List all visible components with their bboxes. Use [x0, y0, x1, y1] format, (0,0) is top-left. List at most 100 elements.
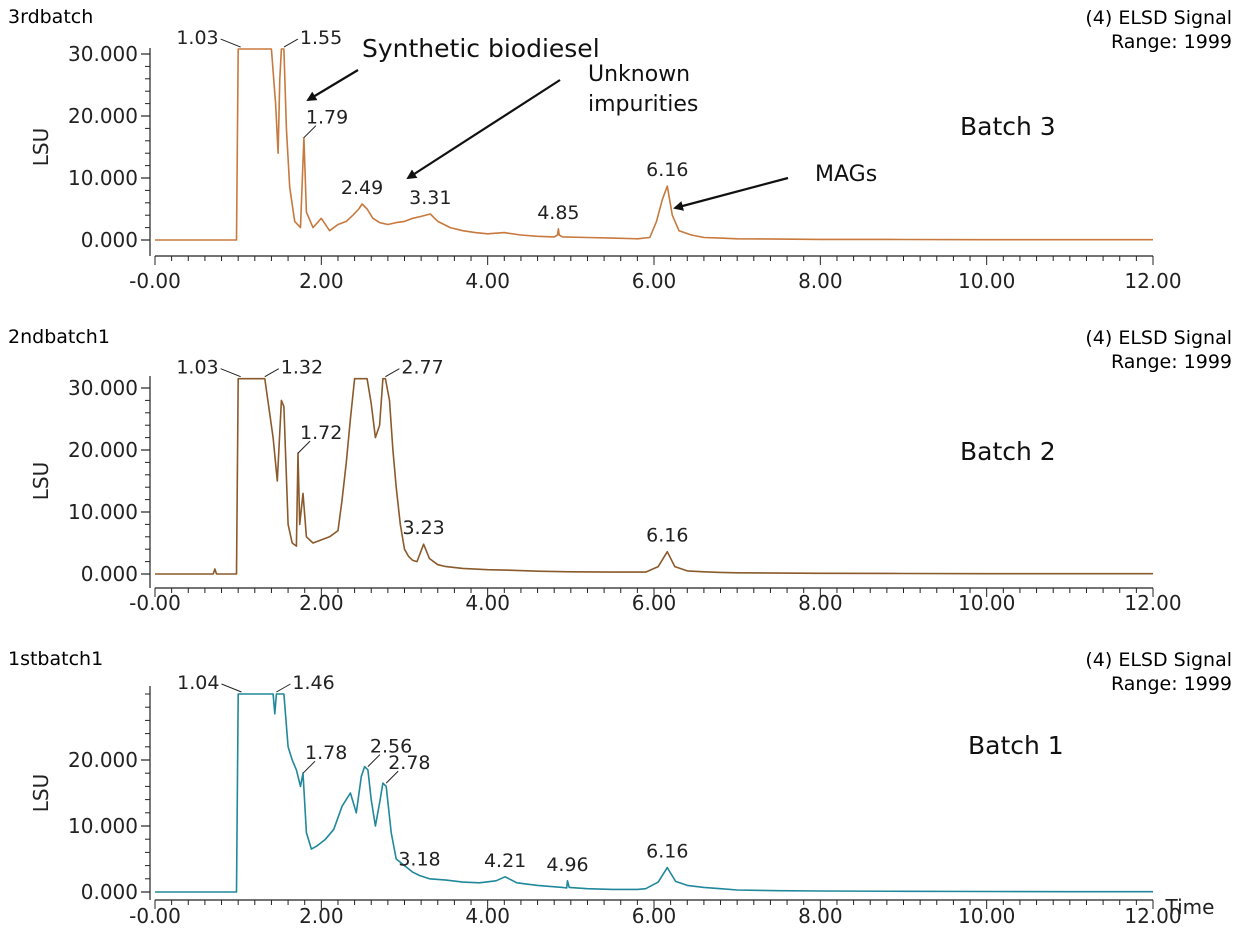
peak-label-2-77: 2.77	[385, 357, 444, 379]
range-label: Range: 1999	[1110, 351, 1232, 373]
leader-line	[220, 368, 241, 378]
leader-line	[302, 760, 316, 774]
leader-line	[385, 368, 400, 378]
x-tick-label: 8.00	[798, 904, 843, 928]
y-tick-label: 20.000	[68, 748, 138, 772]
peak-label-2-56: 2.56	[367, 736, 412, 767]
x-tick-label: 6.00	[632, 269, 677, 293]
peak-label-1-55: 1.55	[283, 27, 342, 49]
series-line	[155, 377, 1153, 575]
annotation-unknown: Unknown	[588, 62, 691, 87]
chart-svg: 0.000 10.000 20.000 LSU -0.00 2.00 4.00 6.00 8.0…	[29, 672, 1214, 928]
peak-label: 2.56	[370, 736, 412, 758]
peak-label: 4.21	[484, 850, 526, 872]
signal-info: (4) ELSD Signal Range: 1999	[1085, 326, 1232, 374]
leader-line	[297, 440, 311, 454]
leader-line	[276, 683, 291, 693]
chromatogram-panel-batch1: 1stbatch1 (4) ELSD Signal Range: 1999 0.…	[0, 630, 1252, 936]
x-tick-label: 6.00	[632, 591, 677, 615]
y-axis-label: LSU	[29, 462, 53, 500]
peak-label: 2.49	[341, 177, 383, 199]
peak-label: 3.18	[398, 849, 440, 871]
peak-label-4-85: 4.85	[537, 202, 579, 224]
series-line	[155, 693, 1153, 893]
y-tick-label: 20.000	[68, 104, 138, 128]
chromatogram-panel-batch3: 3rdbatch (4) ELSD Signal Range: 1999 0.0…	[0, 0, 1252, 310]
peak-label: 1.03	[176, 27, 218, 49]
peak-label: 1.79	[306, 107, 348, 129]
batch-label: Batch 1	[968, 731, 1064, 760]
annotation-arrow	[406, 79, 561, 180]
peak-label-1-46: 1.46	[276, 672, 335, 694]
annotation-arrow	[673, 176, 789, 211]
x-tick-label: 10.00	[958, 269, 1015, 293]
x-tick-label: 10.00	[958, 591, 1015, 615]
peak-label: 1.55	[300, 27, 342, 49]
chromatogram-panel-batch2: 2ndbatch1 (4) ELSD Signal Range: 1999 0.…	[0, 310, 1252, 630]
peak-label: 1.72	[300, 422, 342, 444]
peak-label-1-04: 1.04	[177, 672, 242, 694]
peak-label-6-16: 6.16	[646, 841, 688, 863]
leader-line	[367, 754, 381, 767]
peak-label: 1.04	[177, 672, 219, 694]
peak-label: 3.31	[409, 187, 451, 209]
peak-label: 6.16	[646, 841, 688, 863]
peak-label: 1.46	[292, 672, 334, 694]
annotation-synthetic-biodiesel: Synthetic biodiesel	[362, 34, 600, 63]
signal-label: (4) ELSD Signal	[1085, 649, 1232, 671]
y-tick-label: 10.000	[68, 166, 138, 190]
peak-label: 6.16	[646, 159, 688, 181]
peak-label: 1.03	[176, 357, 218, 379]
x-tick-label: 12.00	[1124, 904, 1181, 928]
y-tick-label: 30.000	[68, 42, 138, 66]
sample-name: 2ndbatch1	[8, 326, 110, 348]
annotation-mags: MAGs	[815, 162, 878, 187]
x-tick-label: -0.00	[129, 591, 181, 615]
x-tick-label: -0.00	[129, 269, 181, 293]
chart-svg: 0.000 10.000 20.000 30.000 LSU -0.00 2.00 4.00 6…	[29, 357, 1182, 615]
y-tick-label: 20.000	[68, 438, 138, 462]
x-tick-label: 2.00	[299, 591, 344, 615]
y-tick-label: 10.000	[68, 814, 138, 838]
x-tick-label: -0.00	[129, 904, 181, 928]
batch-label: Batch 2	[960, 437, 1056, 466]
peak-label-4-21: 4.21	[484, 850, 526, 872]
peak-label-1-03: 1.03	[176, 27, 241, 49]
x-tick-label: 8.00	[798, 591, 843, 615]
x-tick-label: 4.00	[465, 269, 510, 293]
peak-label: 4.85	[537, 202, 579, 224]
peak-label-2-78: 2.78	[385, 752, 431, 784]
chart-svg: 0.000 10.000 20.000 30.000 LSU -0.00 2.00 4.00 6…	[29, 27, 1182, 293]
peak-label: 1.78	[305, 742, 347, 764]
annotation-arrow	[306, 69, 359, 102]
leader-line	[220, 38, 241, 48]
y-tick-label: 0.000	[81, 228, 138, 252]
x-tick-label: 12.00	[1124, 269, 1181, 293]
sample-name: 3rdbatch	[8, 6, 94, 28]
y-tick-label: 0.000	[81, 562, 138, 586]
peak-label-1-32: 1.32	[264, 357, 323, 379]
x-tick-label: 4.00	[465, 904, 510, 928]
x-tick-label: 12.00	[1124, 591, 1181, 615]
leader-line	[283, 38, 299, 48]
y-tick-label: 30.000	[68, 376, 138, 400]
range-label: Range: 1999	[1110, 673, 1232, 695]
peak-label: 3.23	[402, 517, 444, 539]
x-tick-label: 10.00	[958, 904, 1015, 928]
peak-label-3-23: 3.23	[402, 517, 444, 539]
leader-line	[264, 368, 280, 378]
y-tick-label: 10.000	[68, 500, 138, 524]
peak-label: 2.77	[401, 357, 443, 379]
x-tick-label: 8.00	[798, 269, 843, 293]
annotation-impurities: impurities	[588, 92, 699, 117]
leader-line	[303, 125, 317, 139]
leader-line	[385, 770, 399, 784]
x-tick-label: 6.00	[632, 904, 677, 928]
peak-label-3-31: 3.31	[409, 187, 451, 209]
x-tick-label: 4.00	[465, 591, 510, 615]
sample-name: 1stbatch1	[8, 648, 104, 670]
x-tick-label: 2.00	[299, 269, 344, 293]
signal-info: (4) ELSD Signal Range: 1999	[1085, 6, 1232, 54]
peak-label: 1.32	[281, 357, 323, 379]
series-line	[155, 48, 1153, 241]
